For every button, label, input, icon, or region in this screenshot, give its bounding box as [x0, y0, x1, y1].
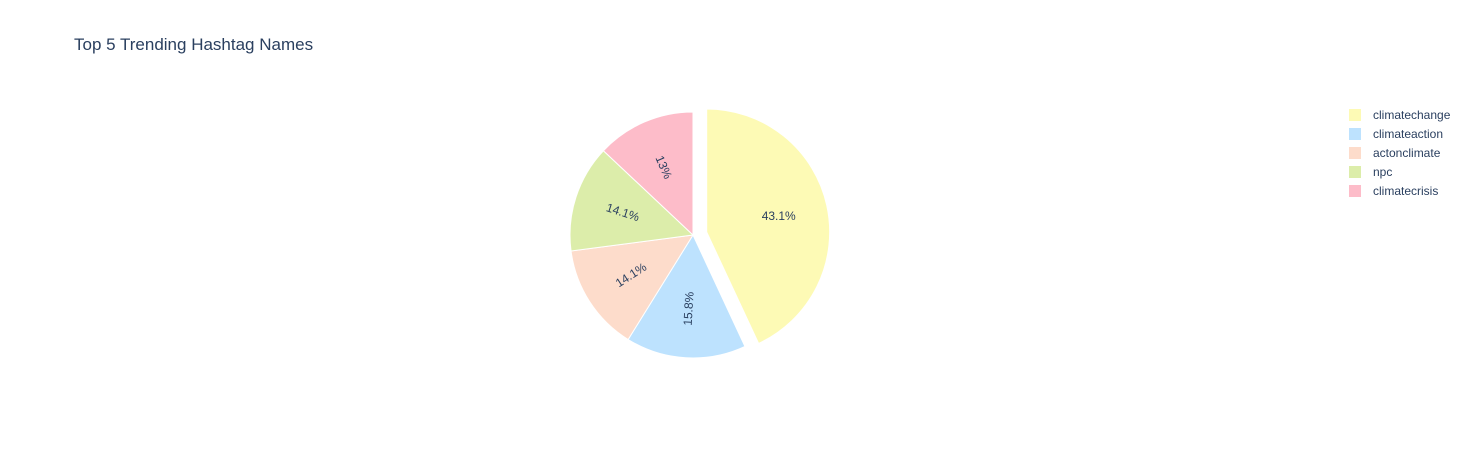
slice-label-climateaction: 15.8%: [681, 291, 697, 326]
legend[interactable]: climatechange climateaction actonclimate np…: [1349, 108, 1451, 198]
pie-slices: [569, 108, 831, 359]
pie-slice-climatecrisis[interactable]: [602, 111, 694, 237]
slice-label-climatechange: 43.1%: [762, 209, 796, 223]
legend-label: climatecrisis: [1373, 184, 1438, 198]
chart-title: Top 5 Trending Hashtag Names: [74, 35, 313, 54]
legend-label: climateaction: [1373, 127, 1443, 141]
legend-label: climatechange: [1373, 108, 1451, 122]
pie-slice-actonclimate[interactable]: [570, 234, 694, 341]
pie-slice-labels: 43.1%15.8%14.1%14.1%13%: [604, 153, 796, 326]
legend-item-npc[interactable]: npc: [1349, 165, 1392, 179]
pie-slice-climateaction[interactable]: [627, 233, 746, 359]
pie-slice-climatechange[interactable]: [706, 108, 831, 345]
legend-swatch: [1349, 185, 1361, 197]
pie-slice-npc[interactable]: [569, 150, 695, 252]
legend-label: actonclimate: [1373, 146, 1441, 160]
legend-item-climatechange[interactable]: climatechange: [1349, 108, 1451, 122]
legend-swatch: [1349, 109, 1361, 121]
legend-item-climateaction[interactable]: climateaction: [1349, 127, 1443, 141]
legend-item-actonclimate[interactable]: actonclimate: [1349, 146, 1441, 160]
legend-swatch: [1349, 128, 1361, 140]
legend-label: npc: [1373, 165, 1392, 179]
legend-swatch: [1349, 166, 1361, 178]
legend-swatch: [1349, 147, 1361, 159]
legend-item-climatecrisis[interactable]: climatecrisis: [1349, 184, 1438, 198]
